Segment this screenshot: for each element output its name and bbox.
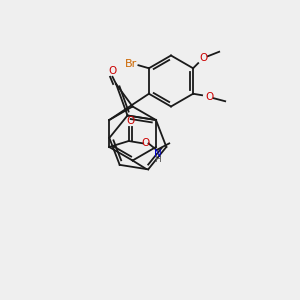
Text: O: O <box>126 116 134 126</box>
Text: O: O <box>206 92 214 102</box>
Text: H: H <box>154 155 161 164</box>
Text: Br: Br <box>125 59 137 69</box>
Text: O: O <box>200 53 208 63</box>
Text: O: O <box>141 138 150 148</box>
Text: O: O <box>108 66 117 76</box>
Text: N: N <box>154 148 161 159</box>
